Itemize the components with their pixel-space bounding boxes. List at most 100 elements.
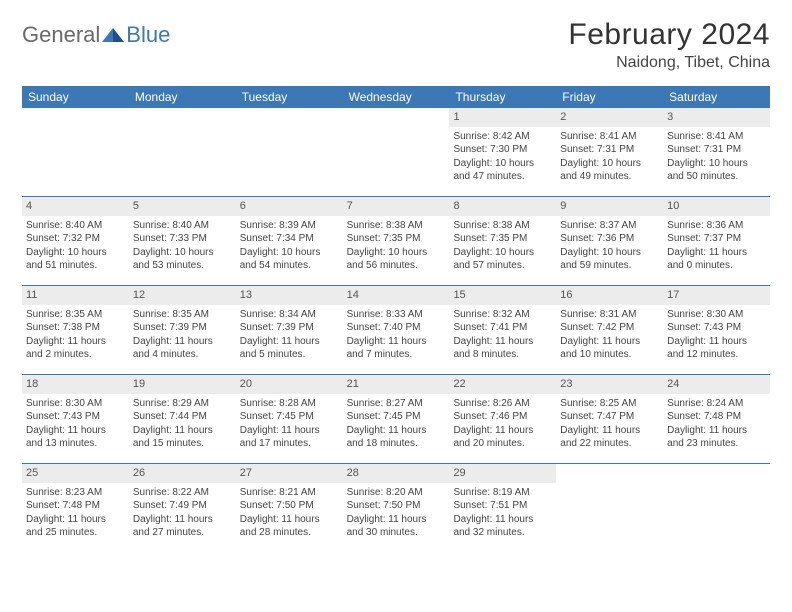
sunrise-text: Sunrise: 8:25 AM: [560, 397, 659, 411]
sunrise-text: Sunrise: 8:32 AM: [453, 308, 552, 322]
daylight-text: Daylight: 10 hours: [133, 246, 232, 260]
day-cell: [129, 108, 236, 196]
page-header: General Blue February 2024 Naidong, Tibe…: [22, 18, 770, 72]
sunrise-text: Sunrise: 8:26 AM: [453, 397, 552, 411]
day-cell: 18Sunrise: 8:30 AMSunset: 7:43 PMDayligh…: [22, 375, 129, 463]
day-number: 23: [556, 375, 663, 394]
day-number: 20: [236, 375, 343, 394]
week-row: 25Sunrise: 8:23 AMSunset: 7:48 PMDayligh…: [22, 463, 770, 552]
sunrise-text: Sunrise: 8:42 AM: [453, 130, 552, 144]
day-cell: 10Sunrise: 8:36 AMSunset: 7:37 PMDayligh…: [663, 197, 770, 285]
day-cell: 25Sunrise: 8:23 AMSunset: 7:48 PMDayligh…: [22, 464, 129, 552]
day-cell: [343, 108, 450, 196]
day-number: 26: [129, 464, 236, 483]
sunset-text: Sunset: 7:36 PM: [560, 232, 659, 246]
daylight-text: and 4 minutes.: [133, 348, 232, 362]
daylight-text: Daylight: 11 hours: [240, 335, 339, 349]
daylight-text: and 57 minutes.: [453, 259, 552, 273]
day-cell: 28Sunrise: 8:20 AMSunset: 7:50 PMDayligh…: [343, 464, 450, 552]
sunset-text: Sunset: 7:45 PM: [240, 410, 339, 424]
day-cell: [663, 464, 770, 552]
sunrise-text: Sunrise: 8:35 AM: [26, 308, 125, 322]
daylight-text: and 12 minutes.: [667, 348, 766, 362]
daylight-text: and 53 minutes.: [133, 259, 232, 273]
week-row: 11Sunrise: 8:35 AMSunset: 7:38 PMDayligh…: [22, 285, 770, 374]
daylight-text: Daylight: 11 hours: [453, 513, 552, 527]
daylight-text: and 18 minutes.: [347, 437, 446, 451]
week-row: 18Sunrise: 8:30 AMSunset: 7:43 PMDayligh…: [22, 374, 770, 463]
daylight-text: and 10 minutes.: [560, 348, 659, 362]
day-cell: 16Sunrise: 8:31 AMSunset: 7:42 PMDayligh…: [556, 286, 663, 374]
sunrise-text: Sunrise: 8:31 AM: [560, 308, 659, 322]
daylight-text: and 23 minutes.: [667, 437, 766, 451]
week-row: 1Sunrise: 8:42 AMSunset: 7:30 PMDaylight…: [22, 108, 770, 196]
sunrise-text: Sunrise: 8:39 AM: [240, 219, 339, 233]
logo-word2: Blue: [126, 22, 170, 48]
day-number: 16: [556, 286, 663, 305]
daylight-text: Daylight: 10 hours: [453, 246, 552, 260]
weeks-container: 1Sunrise: 8:42 AMSunset: 7:30 PMDaylight…: [22, 108, 770, 552]
daylight-text: Daylight: 10 hours: [560, 157, 659, 171]
sunrise-text: Sunrise: 8:41 AM: [560, 130, 659, 144]
day-number: 9: [556, 197, 663, 216]
day-cell: 17Sunrise: 8:30 AMSunset: 7:43 PMDayligh…: [663, 286, 770, 374]
day-number: 29: [449, 464, 556, 483]
daylight-text: Daylight: 11 hours: [347, 335, 446, 349]
daylight-text: Daylight: 10 hours: [347, 246, 446, 260]
sunset-text: Sunset: 7:42 PM: [560, 321, 659, 335]
day-cell: 22Sunrise: 8:26 AMSunset: 7:46 PMDayligh…: [449, 375, 556, 463]
sunset-text: Sunset: 7:37 PM: [667, 232, 766, 246]
daylight-text: and 15 minutes.: [133, 437, 232, 451]
sunset-text: Sunset: 7:44 PM: [133, 410, 232, 424]
day-cell: 14Sunrise: 8:33 AMSunset: 7:40 PMDayligh…: [343, 286, 450, 374]
calendar: Sunday Monday Tuesday Wednesday Thursday…: [22, 86, 770, 552]
dow-mon: Monday: [129, 86, 236, 108]
sunset-text: Sunset: 7:45 PM: [347, 410, 446, 424]
day-cell: 27Sunrise: 8:21 AMSunset: 7:50 PMDayligh…: [236, 464, 343, 552]
sunset-text: Sunset: 7:50 PM: [347, 499, 446, 513]
daylight-text: Daylight: 11 hours: [347, 513, 446, 527]
day-number: 1: [449, 108, 556, 127]
dow-tue: Tuesday: [236, 86, 343, 108]
daylight-text: Daylight: 10 hours: [240, 246, 339, 260]
day-cell: 12Sunrise: 8:35 AMSunset: 7:39 PMDayligh…: [129, 286, 236, 374]
daylight-text: and 32 minutes.: [453, 526, 552, 540]
sunrise-text: Sunrise: 8:24 AM: [667, 397, 766, 411]
sunrise-text: Sunrise: 8:20 AM: [347, 486, 446, 500]
day-cell: 24Sunrise: 8:24 AMSunset: 7:48 PMDayligh…: [663, 375, 770, 463]
day-number: 4: [22, 197, 129, 216]
daylight-text: and 5 minutes.: [240, 348, 339, 362]
daylight-text: Daylight: 10 hours: [453, 157, 552, 171]
logo-word1: General: [22, 22, 100, 48]
day-cell: 29Sunrise: 8:19 AMSunset: 7:51 PMDayligh…: [449, 464, 556, 552]
sunset-text: Sunset: 7:38 PM: [26, 321, 125, 335]
sunrise-text: Sunrise: 8:23 AM: [26, 486, 125, 500]
daylight-text: Daylight: 10 hours: [560, 246, 659, 260]
day-cell: 20Sunrise: 8:28 AMSunset: 7:45 PMDayligh…: [236, 375, 343, 463]
daylight-text: Daylight: 11 hours: [26, 424, 125, 438]
sunrise-text: Sunrise: 8:22 AM: [133, 486, 232, 500]
sunset-text: Sunset: 7:49 PM: [133, 499, 232, 513]
dow-thu: Thursday: [449, 86, 556, 108]
daylight-text: Daylight: 11 hours: [133, 424, 232, 438]
sunrise-text: Sunrise: 8:38 AM: [347, 219, 446, 233]
day-number: 18: [22, 375, 129, 394]
daylight-text: and 0 minutes.: [667, 259, 766, 273]
day-cell: 1 Sunrise: 8:42 AMSunset: 7:30 PMDaylight…: [449, 108, 556, 196]
daylight-text: and 49 minutes.: [560, 170, 659, 184]
sunrise-text: Sunrise: 8:35 AM: [133, 308, 232, 322]
day-number: 12: [129, 286, 236, 305]
daylight-text: and 47 minutes.: [453, 170, 552, 184]
sunrise-text: Sunrise: 8:40 AM: [26, 219, 125, 233]
sunset-text: Sunset: 7:30 PM: [453, 143, 552, 157]
sunset-text: Sunset: 7:50 PM: [240, 499, 339, 513]
daylight-text: and 2 minutes.: [26, 348, 125, 362]
daylight-text: Daylight: 11 hours: [133, 335, 232, 349]
day-cell: 26Sunrise: 8:22 AMSunset: 7:49 PMDayligh…: [129, 464, 236, 552]
day-cell: 11Sunrise: 8:35 AMSunset: 7:38 PMDayligh…: [22, 286, 129, 374]
sunset-text: Sunset: 7:48 PM: [26, 499, 125, 513]
day-cell: 9Sunrise: 8:37 AMSunset: 7:36 PMDaylight…: [556, 197, 663, 285]
daylight-text: Daylight: 11 hours: [453, 335, 552, 349]
logo: General Blue: [22, 22, 170, 48]
sunrise-text: Sunrise: 8:36 AM: [667, 219, 766, 233]
